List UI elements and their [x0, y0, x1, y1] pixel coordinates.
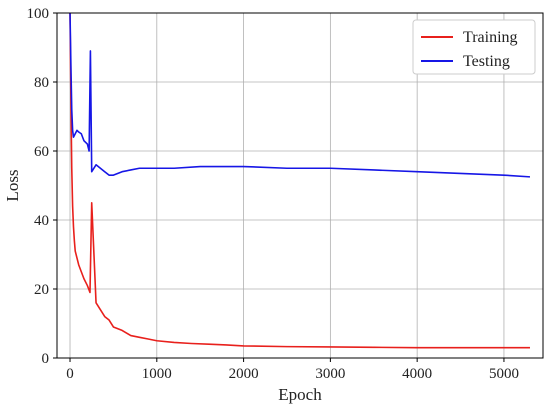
x-tick-label: 1000 — [142, 366, 172, 382]
y-tick-label: 20 — [34, 282, 49, 298]
y-tick-label: 80 — [34, 75, 49, 91]
legend-label-training: Training — [463, 29, 518, 46]
y-tick-label: 40 — [34, 213, 49, 229]
series-line-testing — [69, 13, 531, 178]
x-tick-label: 4000 — [402, 366, 432, 382]
x-tick-label: 5000 — [489, 366, 519, 382]
x-tick-label: 2000 — [229, 366, 259, 382]
x-tick-label: 0 — [66, 366, 74, 382]
plot-area — [69, 13, 531, 349]
y-tick-label: 0 — [42, 351, 50, 367]
grid — [57, 12, 543, 359]
x-tick-label: 3000 — [315, 366, 345, 382]
y-tick-label: 100 — [27, 6, 50, 22]
series-line-training — [69, 13, 530, 349]
legend: Training Testing — [412, 19, 536, 75]
x-ticks: 0 1000 2000 3000 4000 5000 — [66, 358, 519, 382]
x-axis-label: Epoch — [278, 385, 322, 404]
y-ticks: 0 20 40 60 80 100 — [27, 6, 57, 367]
legend-label-testing: Testing — [463, 53, 510, 70]
y-axis-label: Loss — [3, 169, 22, 201]
y-tick-label: 60 — [34, 144, 49, 160]
plot-frame — [56, 12, 544, 359]
